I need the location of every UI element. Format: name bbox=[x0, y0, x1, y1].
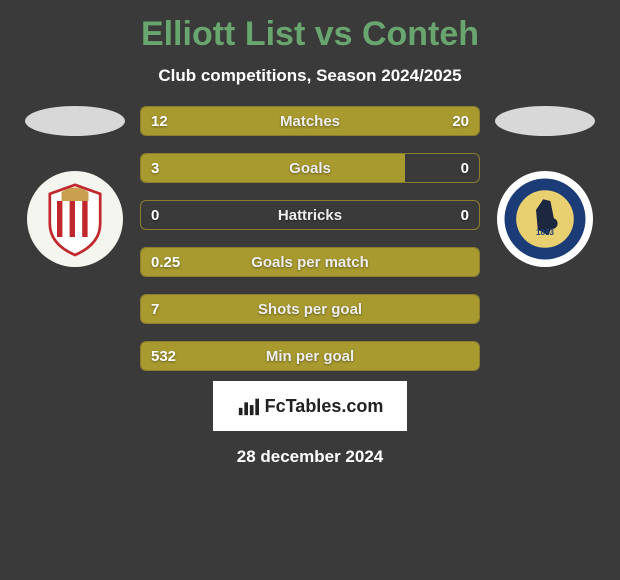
comparison-bars: 12 Matches 20 3 Goals 0 0 Hattricks 0 bbox=[140, 106, 480, 371]
stat-bar-goals-per-match: 0.25 Goals per match bbox=[140, 247, 480, 277]
svg-text:1883: 1883 bbox=[536, 228, 554, 237]
club-logo-right: 1883 bbox=[497, 171, 593, 267]
stevenage-shield-icon bbox=[30, 174, 120, 264]
date-text: 28 december 2024 bbox=[237, 447, 384, 467]
page-title: Elliott List vs Conteh bbox=[0, 15, 620, 54]
player-left-column bbox=[20, 106, 130, 267]
player-right-column: 1883 bbox=[490, 106, 600, 267]
bar-chart-icon bbox=[237, 395, 259, 417]
club-logo-left bbox=[27, 171, 123, 267]
bristol-rovers-badge-icon: 1883 bbox=[500, 174, 590, 264]
footer: FcTables.com 28 december 2024 bbox=[0, 381, 620, 467]
stat-bar-hattricks: 0 Hattricks 0 bbox=[140, 200, 480, 230]
brand-pill: FcTables.com bbox=[213, 381, 408, 431]
stat-label: Goals per match bbox=[141, 248, 479, 276]
stat-label: Min per goal bbox=[141, 342, 479, 370]
stat-label: Matches bbox=[141, 107, 479, 135]
stat-value-right: 0 bbox=[461, 201, 469, 229]
stat-label: Shots per goal bbox=[141, 295, 479, 323]
avatar-left bbox=[25, 106, 125, 136]
subtitle: Club competitions, Season 2024/2025 bbox=[0, 66, 620, 86]
stat-label: Goals bbox=[141, 154, 479, 182]
stat-bar-min-per-goal: 532 Min per goal bbox=[140, 341, 480, 371]
avatar-right bbox=[495, 106, 595, 136]
stat-value-right: 0 bbox=[461, 154, 469, 182]
container: Elliott List vs Conteh Club competitions… bbox=[0, 0, 620, 477]
main-content: 12 Matches 20 3 Goals 0 0 Hattricks 0 bbox=[0, 106, 620, 371]
stat-bar-shots-per-goal: 7 Shots per goal bbox=[140, 294, 480, 324]
stat-value-right: 20 bbox=[452, 107, 469, 135]
stat-bar-matches: 12 Matches 20 bbox=[140, 106, 480, 136]
brand-text: FcTables.com bbox=[265, 396, 384, 417]
stat-bar-goals: 3 Goals 0 bbox=[140, 153, 480, 183]
stat-label: Hattricks bbox=[141, 201, 479, 229]
